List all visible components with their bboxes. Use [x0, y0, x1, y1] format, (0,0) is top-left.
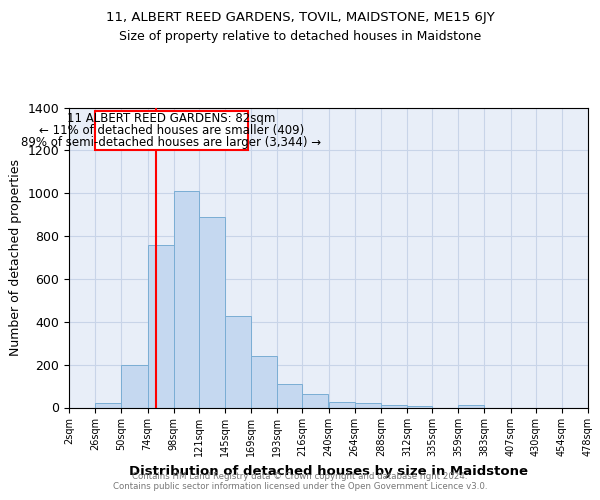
Bar: [277, 384, 302, 407]
Text: 11 ALBERT REED GARDENS: 82sqm: 11 ALBERT REED GARDENS: 82sqm: [67, 112, 275, 125]
Bar: [148, 244, 173, 408]
Bar: [173, 191, 199, 408]
Text: 89% of semi-detached houses are larger (3,344) →: 89% of semi-detached houses are larger (…: [22, 136, 322, 149]
Bar: [225, 316, 251, 408]
Bar: [95, 110, 248, 150]
Bar: [121, 364, 148, 408]
Bar: [381, 405, 407, 407]
Bar: [95, 403, 121, 407]
Text: Size of property relative to detached houses in Maidstone: Size of property relative to detached ho…: [119, 30, 481, 43]
Text: ← 11% of detached houses are smaller (409): ← 11% of detached houses are smaller (40…: [39, 124, 304, 137]
X-axis label: Distribution of detached houses by size in Maidstone: Distribution of detached houses by size …: [129, 465, 528, 478]
Text: 11, ALBERT REED GARDENS, TOVIL, MAIDSTONE, ME15 6JY: 11, ALBERT REED GARDENS, TOVIL, MAIDSTON…: [106, 11, 494, 24]
Bar: [199, 217, 225, 408]
Text: Contains HM Land Registry data © Crown copyright and database right 2024.
Contai: Contains HM Land Registry data © Crown c…: [113, 472, 487, 491]
Bar: [458, 406, 484, 407]
Bar: [251, 356, 277, 408]
Bar: [302, 394, 329, 407]
Bar: [407, 406, 432, 407]
Bar: [355, 403, 381, 407]
Y-axis label: Number of detached properties: Number of detached properties: [9, 159, 22, 356]
Bar: [329, 402, 355, 407]
